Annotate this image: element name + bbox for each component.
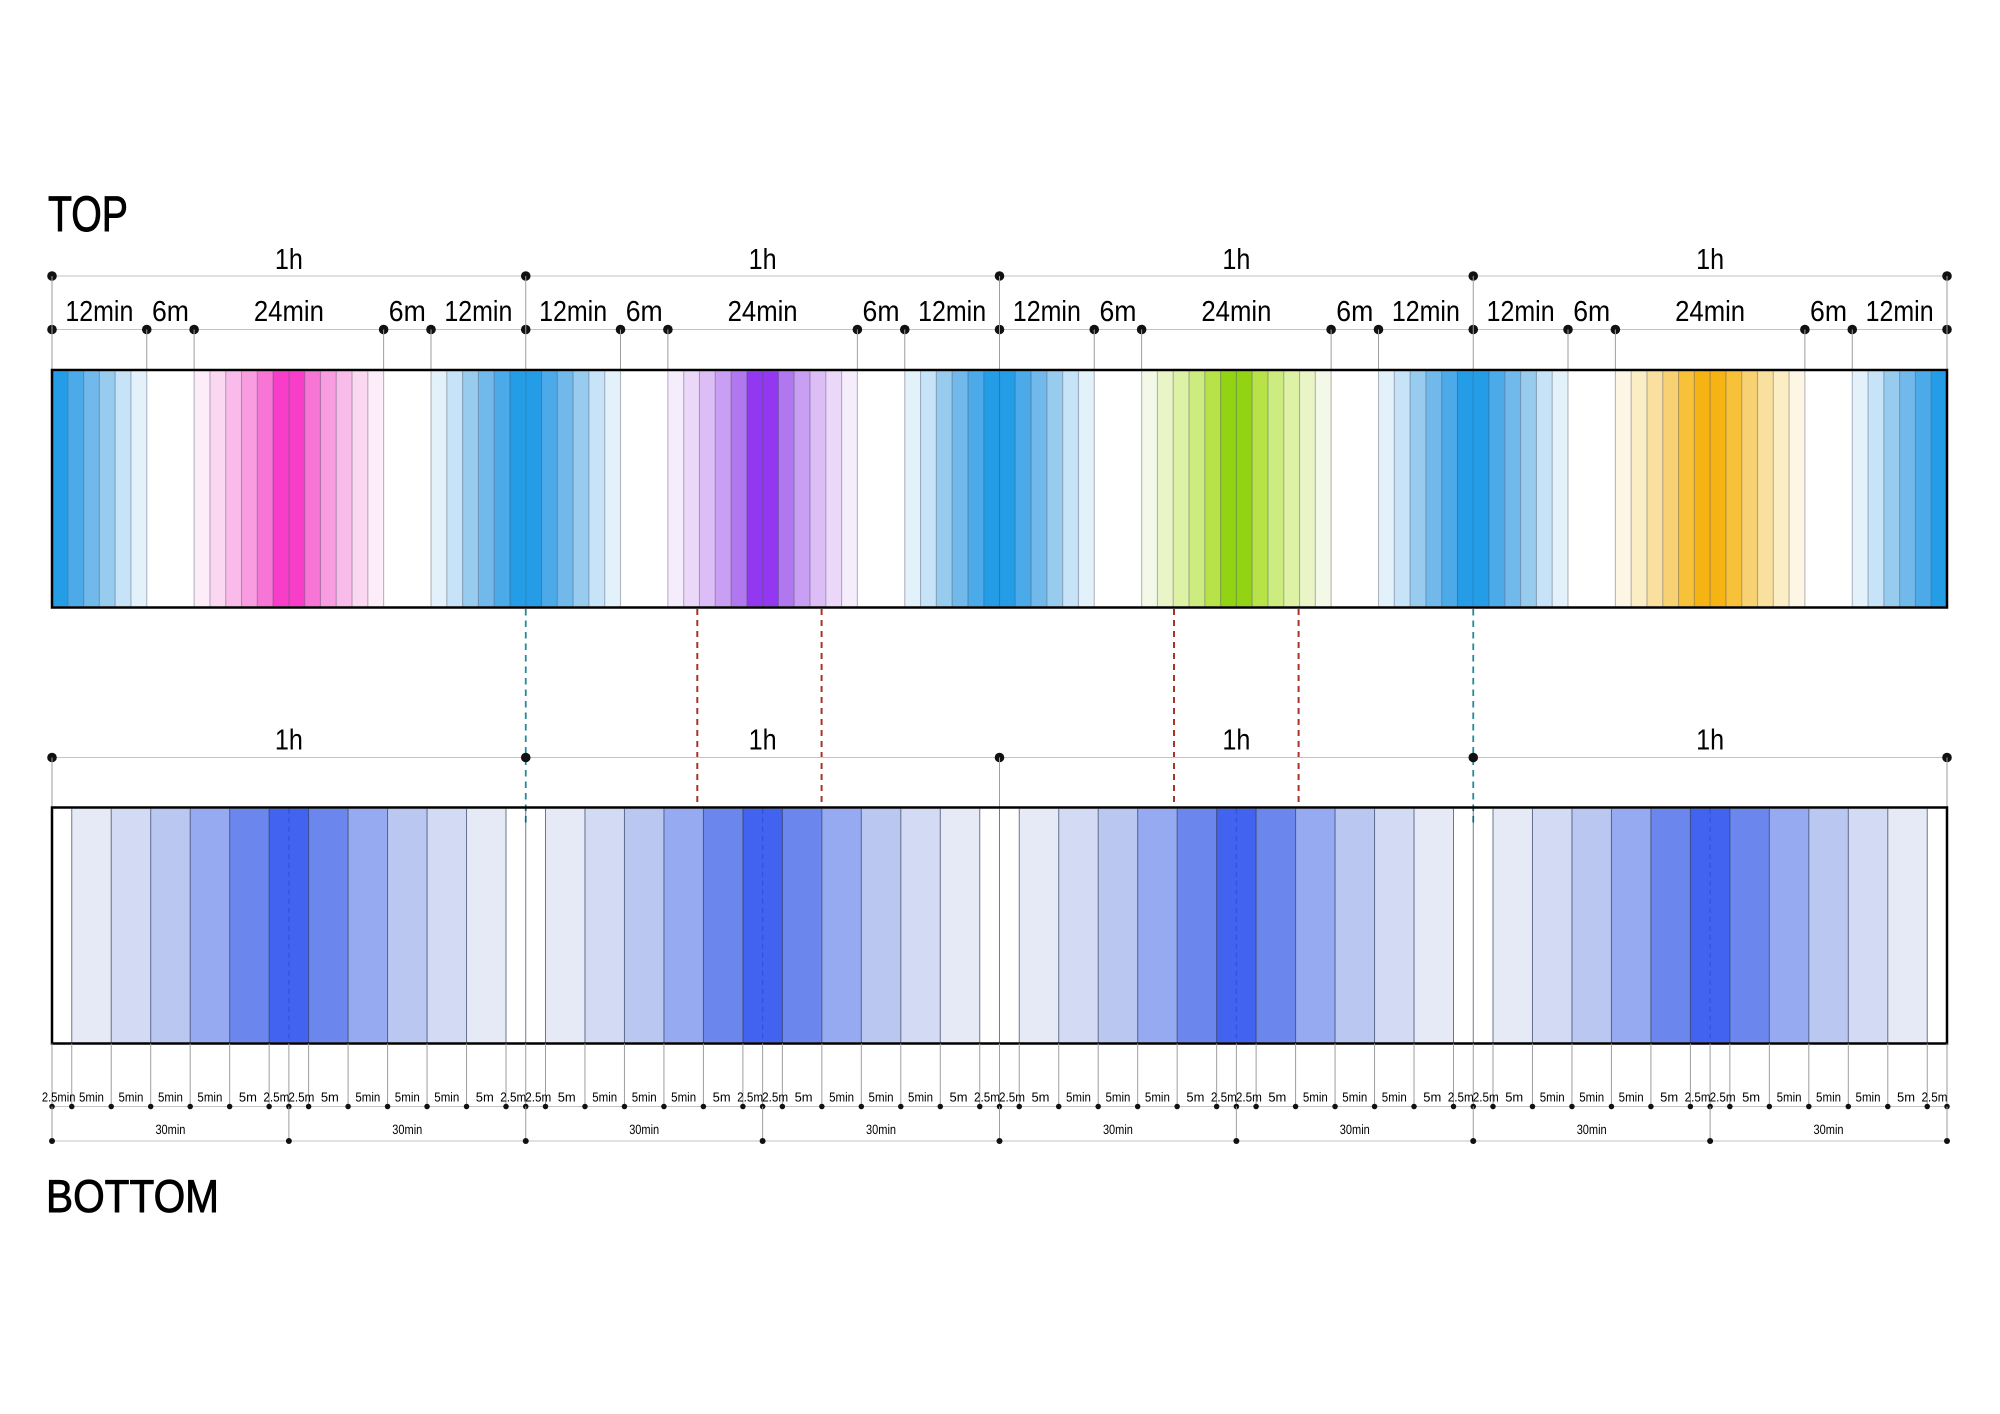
svg-text:2.5m: 2.5m — [500, 1090, 526, 1105]
svg-text:1h: 1h — [1696, 244, 1724, 276]
svg-text:2.5m: 2.5m — [1473, 1090, 1499, 1105]
svg-text:6m: 6m — [626, 296, 663, 328]
svg-text:5min: 5min — [1856, 1090, 1881, 1105]
svg-text:5min: 5min — [1303, 1090, 1328, 1105]
svg-text:6m: 6m — [1099, 296, 1136, 328]
svg-text:1h: 1h — [275, 244, 303, 276]
svg-text:2.5m: 2.5m — [762, 1090, 788, 1105]
svg-text:2.5m: 2.5m — [999, 1090, 1025, 1105]
svg-text:5min: 5min — [1579, 1090, 1604, 1105]
svg-text:5min: 5min — [1540, 1090, 1565, 1105]
svg-text:6m: 6m — [1573, 296, 1610, 328]
svg-text:1h: 1h — [275, 725, 303, 757]
svg-text:5m: 5m — [1660, 1090, 1678, 1105]
svg-text:5m: 5m — [950, 1090, 968, 1105]
svg-text:24min: 24min — [1201, 296, 1271, 328]
svg-text:30min: 30min — [1577, 1122, 1607, 1137]
svg-text:5min: 5min — [671, 1090, 696, 1105]
svg-text:12min: 12min — [918, 296, 986, 328]
svg-text:2.5m: 2.5m — [1211, 1090, 1237, 1105]
svg-text:2.5min: 2.5min — [42, 1090, 76, 1105]
svg-text:5min: 5min — [1066, 1090, 1091, 1105]
svg-text:2.5m: 2.5m — [525, 1090, 551, 1105]
svg-text:5min: 5min — [395, 1090, 420, 1105]
svg-text:6m: 6m — [1336, 296, 1373, 328]
svg-text:2.5m: 2.5m — [288, 1090, 314, 1105]
svg-text:5m: 5m — [1186, 1090, 1204, 1105]
svg-text:30min: 30min — [629, 1122, 659, 1137]
svg-text:1h: 1h — [749, 725, 777, 757]
svg-text:5m: 5m — [321, 1090, 339, 1105]
svg-text:5min: 5min — [1619, 1090, 1644, 1105]
svg-text:30min: 30min — [1814, 1122, 1844, 1137]
svg-text:30min: 30min — [1340, 1122, 1370, 1137]
svg-text:5min: 5min — [829, 1090, 854, 1105]
svg-text:12min: 12min — [539, 296, 607, 328]
svg-text:5min: 5min — [1382, 1090, 1407, 1105]
svg-text:6m: 6m — [1810, 296, 1847, 328]
svg-text:5min: 5min — [632, 1090, 657, 1105]
svg-text:5min: 5min — [434, 1090, 459, 1105]
svg-text:5m: 5m — [1031, 1090, 1049, 1105]
svg-text:5min: 5min — [79, 1090, 104, 1105]
svg-text:6m: 6m — [863, 296, 900, 328]
svg-text:5min: 5min — [1816, 1090, 1841, 1105]
svg-text:30min: 30min — [1103, 1122, 1133, 1137]
svg-text:12min: 12min — [1866, 296, 1934, 328]
svg-text:5m: 5m — [795, 1090, 813, 1105]
svg-text:1h: 1h — [1222, 725, 1250, 757]
svg-text:5min: 5min — [158, 1090, 183, 1105]
svg-text:2.5m: 2.5m — [1922, 1090, 1948, 1105]
svg-text:1h: 1h — [749, 244, 777, 276]
svg-text:5min: 5min — [869, 1090, 894, 1105]
svg-text:12min: 12min — [65, 296, 133, 328]
svg-text:5min: 5min — [1342, 1090, 1367, 1105]
svg-text:12min: 12min — [1487, 296, 1555, 328]
svg-text:5m: 5m — [1423, 1090, 1441, 1105]
svg-text:5min: 5min — [197, 1090, 222, 1105]
svg-text:1h: 1h — [1222, 244, 1250, 276]
svg-text:6m: 6m — [389, 296, 426, 328]
svg-text:6m: 6m — [152, 296, 189, 328]
svg-text:5m: 5m — [1505, 1090, 1523, 1105]
svg-text:5m: 5m — [1268, 1090, 1286, 1105]
svg-text:2.5m: 2.5m — [1710, 1090, 1736, 1105]
svg-text:2.5m: 2.5m — [1685, 1090, 1711, 1105]
svg-text:12min: 12min — [1392, 296, 1460, 328]
svg-text:24min: 24min — [1675, 296, 1745, 328]
svg-text:5m: 5m — [239, 1090, 257, 1105]
svg-text:1h: 1h — [1696, 725, 1724, 757]
svg-text:5m: 5m — [713, 1090, 731, 1105]
svg-text:2.5m: 2.5m — [1236, 1090, 1262, 1105]
svg-text:5min: 5min — [118, 1090, 143, 1105]
svg-text:5m: 5m — [1897, 1090, 1915, 1105]
svg-text:5min: 5min — [592, 1090, 617, 1105]
svg-text:30min: 30min — [866, 1122, 896, 1137]
svg-text:24min: 24min — [254, 296, 324, 328]
svg-text:24min: 24min — [728, 296, 798, 328]
svg-text:BOTTOM: BOTTOM — [46, 1170, 219, 1222]
svg-text:5min: 5min — [1777, 1090, 1802, 1105]
svg-text:12min: 12min — [1013, 296, 1081, 328]
svg-text:2.5m: 2.5m — [974, 1090, 1000, 1105]
svg-text:2.5m: 2.5m — [737, 1090, 763, 1105]
svg-text:5min: 5min — [908, 1090, 933, 1105]
svg-text:TOP: TOP — [48, 186, 128, 242]
svg-text:5m: 5m — [476, 1090, 494, 1105]
svg-text:12min: 12min — [444, 296, 512, 328]
svg-text:5min: 5min — [355, 1090, 380, 1105]
svg-text:30min: 30min — [155, 1122, 185, 1137]
svg-text:2.5m: 2.5m — [1448, 1090, 1474, 1105]
svg-text:5min: 5min — [1145, 1090, 1170, 1105]
svg-text:5min: 5min — [1105, 1090, 1130, 1105]
svg-text:5m: 5m — [1742, 1090, 1760, 1105]
svg-text:5m: 5m — [558, 1090, 576, 1105]
svg-text:30min: 30min — [392, 1122, 422, 1137]
svg-text:2.5m: 2.5m — [263, 1090, 289, 1105]
